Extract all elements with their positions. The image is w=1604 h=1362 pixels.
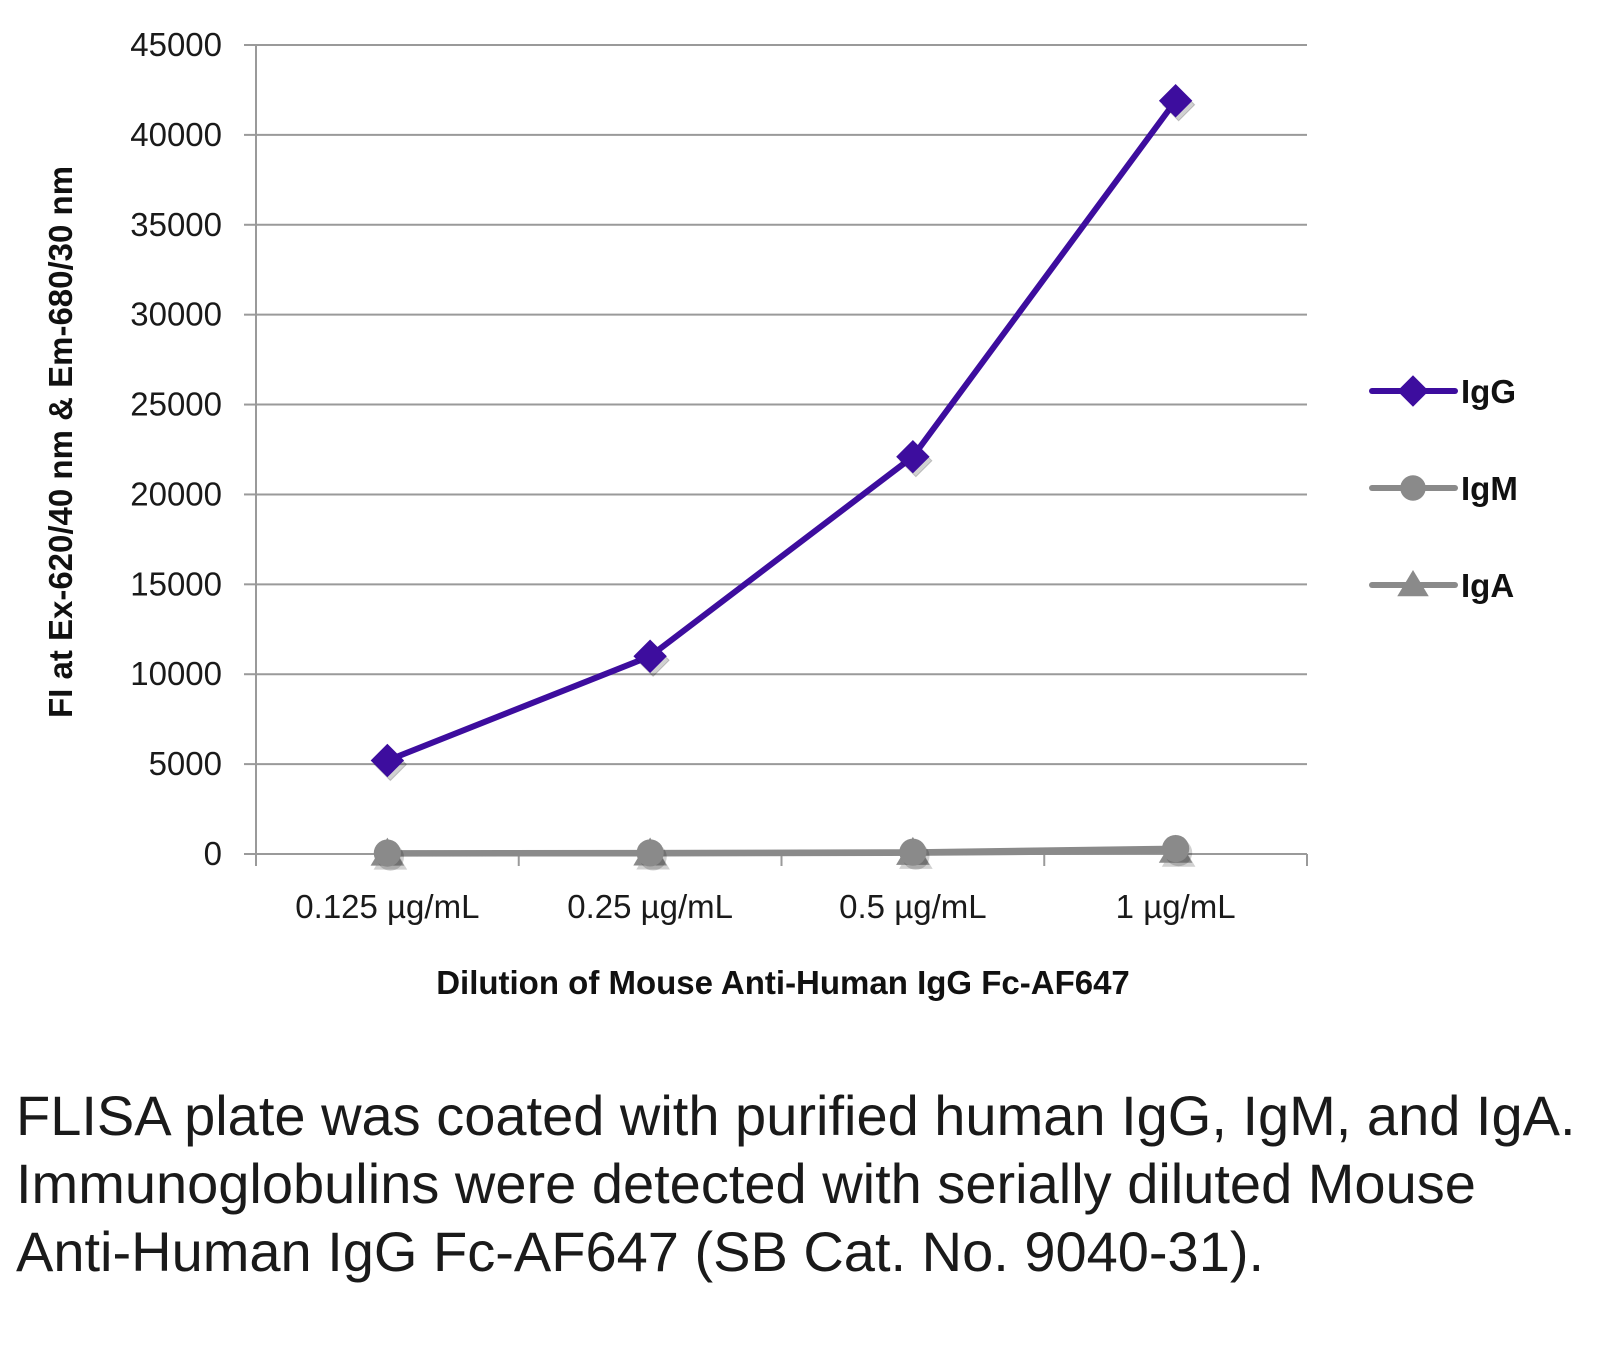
y-tick-label: 25000 <box>130 386 222 423</box>
data-point-diamond <box>633 639 667 673</box>
y-tick-label: 40000 <box>130 116 222 153</box>
x-tick-label: 1 µg/mL <box>1116 888 1236 925</box>
y-tick-label: 0 <box>204 835 222 872</box>
series-group <box>370 84 1196 871</box>
y-tick-labels: 0 5000 10000 15000 20000 25000 30000 35000 40000… <box>130 26 222 872</box>
y-tick-label: 5000 <box>149 745 222 782</box>
x-tick-label: 0.125 µg/mL <box>295 888 479 925</box>
data-point-circle <box>899 838 927 866</box>
series-igg <box>370 84 1196 782</box>
x-tick-label: 0.25 µg/mL <box>567 888 733 925</box>
data-point-diamond <box>1397 375 1429 407</box>
legend: IgG IgM IgA <box>1369 373 1518 604</box>
data-point-diamond <box>370 743 405 778</box>
data-point-triangle <box>1397 570 1429 597</box>
data-point-circle <box>373 839 401 867</box>
figure-caption: FLISA plate was coated with purified hum… <box>16 1084 1576 1283</box>
grid-lines <box>256 44 1307 766</box>
y-tick-label: 35000 <box>130 206 222 243</box>
x-tick-label: 0.5 µg/mL <box>839 888 986 925</box>
line-chart: 0 5000 10000 15000 20000 25000 30000 35000 40000… <box>42 26 1518 1001</box>
legend-label: IgG <box>1461 373 1516 410</box>
x-tick-labels: 0.125 µg/mL 0.25 µg/mL 0.5 µg/mL 1 µg/mL <box>295 888 1235 925</box>
series-igm <box>373 835 1193 871</box>
legend-label: IgA <box>1461 567 1514 604</box>
legend-item-igg: IgG <box>1369 373 1516 410</box>
data-point-circle <box>1162 835 1190 863</box>
data-point-circle <box>636 839 664 867</box>
x-axis-title: Dilution of Mouse Anti-Human IgG Fc-AF64… <box>436 964 1130 1001</box>
legend-label: IgM <box>1461 470 1518 507</box>
series-line <box>384 97 1179 764</box>
y-tick-label: 30000 <box>130 296 222 333</box>
legend-item-igm: IgM <box>1369 470 1518 507</box>
y-tick-label: 15000 <box>130 565 222 602</box>
series-line <box>384 845 1179 857</box>
data-point-circle <box>1400 475 1426 501</box>
y-axis-title: FI at Ex-620/40 nm & Em-680/30 nm <box>42 166 79 718</box>
y-tick-label: 20000 <box>130 475 222 512</box>
data-point-diamond <box>896 439 930 474</box>
legend-item-iga: IgA <box>1369 567 1514 604</box>
data-point-diamond <box>1158 84 1193 118</box>
chart-area: 0 5000 10000 15000 20000 25000 30000 35000 40000… <box>42 26 1518 1001</box>
y-tick-label: 45000 <box>130 26 222 63</box>
y-tick-label: 10000 <box>130 655 222 692</box>
axes <box>244 44 1308 866</box>
